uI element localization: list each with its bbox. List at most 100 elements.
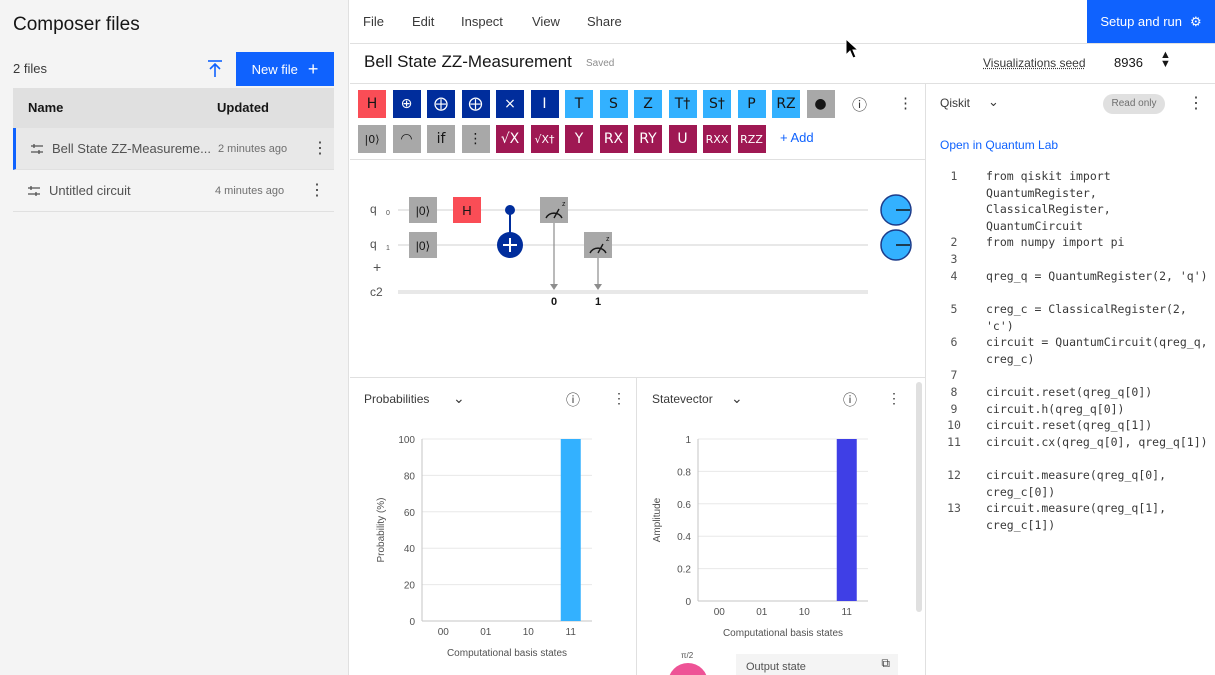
gate-row2-4[interactable]: √X xyxy=(496,125,524,153)
gate-row1-5[interactable]: I xyxy=(530,90,559,118)
file-updated: 2 minutes ago xyxy=(218,143,288,155)
menu-file[interactable]: File xyxy=(363,14,384,29)
bar-11 xyxy=(836,439,857,601)
code-text: circuit.cx(qreg_q[0], qreg_q[1]) xyxy=(986,435,1208,449)
meter-icon xyxy=(589,243,607,254)
code-text: from qiskit import QuantumRegister, Clas… xyxy=(986,169,1118,233)
copy-icon[interactable]: ⧉ xyxy=(881,656,890,670)
gate-row2-6[interactable]: Y xyxy=(565,125,593,153)
seed-stepper-icon[interactable]: ▲ ▼ xyxy=(1160,49,1171,70)
gate-row2-11[interactable]: RZZ xyxy=(737,125,766,153)
gate-palette: H ⊕ ⨁ ⨁ × I T S Z T† S† P RZ ● |0⟩ ◠ if ⋮ √X √X† Y RX RY U RXX R… xyxy=(350,84,925,160)
gate-row2-10[interactable]: RXX xyxy=(703,125,731,153)
overflow-menu-icon[interactable]: ⋮ xyxy=(898,95,913,112)
scrollbar[interactable] xyxy=(916,382,922,612)
gate-row2-0[interactable]: |0⟩ xyxy=(358,125,386,153)
probabilities-chart: 0 20 40 60 80 100 00 01 10 11 Computational basis … xyxy=(376,435,592,659)
new-file-button[interactable]: New file + xyxy=(236,52,334,86)
file-sidebar: Composer files 2 files New file + Name U… xyxy=(0,0,349,675)
measure-basis: z xyxy=(606,236,610,243)
x-tick-label: 10 xyxy=(523,627,535,638)
chevron-down-icon[interactable]: ⌄ xyxy=(453,390,465,406)
gate-row1-12[interactable]: RZ xyxy=(772,90,800,118)
gate-row2-7[interactable]: RX xyxy=(599,125,628,153)
overflow-menu-icon[interactable]: ⋮ xyxy=(887,390,901,406)
seed-input[interactable]: 8936 xyxy=(1114,55,1143,70)
circuit-file-icon xyxy=(31,144,43,154)
save-status: Saved xyxy=(586,58,615,69)
visualization-panels: Probabilities ⌄ ⓘ ⋮ 0 20 40 60 80 100 00 01 10 11… xyxy=(350,377,925,675)
seed-label: Visualizations seed xyxy=(983,56,1086,70)
circuit-canvas[interactable]: q 0 q 1 + c2 |0⟩ |0⟩ H z 0 xyxy=(350,160,925,377)
column-updated[interactable]: Updated xyxy=(217,100,269,115)
reset-gate xyxy=(409,232,437,258)
line-number: 4 xyxy=(950,269,958,283)
column-name[interactable]: Name xyxy=(28,100,64,115)
circuit-title[interactable]: Bell State ZZ-Measurement xyxy=(364,52,572,71)
menu-share[interactable]: Share xyxy=(587,14,622,29)
menu-edit[interactable]: Edit xyxy=(412,14,435,29)
gate-row2-2[interactable]: if xyxy=(427,125,455,153)
open-quantum-lab-link[interactable]: Open in Quantum Lab xyxy=(940,138,1059,152)
file-row[interactable]: Bell State ZZ-Measureme... 2 minutes ago… xyxy=(13,128,334,170)
overflow-menu-icon[interactable]: ⋮ xyxy=(612,390,626,406)
info-icon[interactable]: ⓘ xyxy=(852,97,868,114)
x-tick-label: 11 xyxy=(842,607,853,618)
gate-row2-8[interactable]: RY xyxy=(634,125,662,153)
output-state-label: Output state xyxy=(746,661,806,673)
y-tick-label: 80 xyxy=(404,471,416,482)
add-gate-link[interactable]: + Add xyxy=(780,130,814,145)
gate-row1-10[interactable]: S† xyxy=(703,90,731,118)
y-tick-label: 1 xyxy=(685,435,691,446)
code-language-select[interactable]: Qiskit xyxy=(940,96,970,110)
x-tick-label: 11 xyxy=(566,627,577,638)
meter-icon xyxy=(545,208,563,219)
upload-icon[interactable] xyxy=(204,58,226,80)
setup-and-run-button[interactable]: Setup and run ⚙ xyxy=(1087,0,1215,43)
gate-row1-8[interactable]: Z xyxy=(634,90,662,118)
gate-row2-9[interactable]: U xyxy=(668,125,697,153)
gate-row2-3[interactable]: ⋮ xyxy=(461,125,490,153)
line-number: 1 xyxy=(950,169,958,183)
circuit-title-bar: Bell State ZZ-Measurement Saved Visualiz… xyxy=(350,44,1215,84)
y-tick-label: 0.4 xyxy=(677,532,691,543)
chevron-down-icon[interactable]: ⌄ xyxy=(988,94,999,109)
gate-row1-11[interactable]: P xyxy=(737,90,766,118)
probabilities-title[interactable]: Probabilities xyxy=(364,392,430,406)
menu-inspect[interactable]: Inspect xyxy=(461,14,503,29)
circuit-diagram[interactable]: q 0 q 1 + c2 |0⟩ |0⟩ H z 0 xyxy=(350,160,925,377)
new-file-label: New file xyxy=(251,61,298,77)
overflow-menu-icon[interactable]: ⋮ xyxy=(312,140,328,157)
gate-row1-0[interactable]: H xyxy=(358,90,386,118)
gate-row1-1[interactable]: ⊕ xyxy=(392,90,421,118)
overflow-menu-icon[interactable]: ⋮ xyxy=(1188,95,1204,112)
measure-gate xyxy=(540,197,568,223)
line-number: 9 xyxy=(950,402,958,416)
file-row[interactable]: Untitled circuit 4 minutes ago ⋮ xyxy=(13,170,334,212)
chevron-down-icon[interactable]: ⌄ xyxy=(731,390,743,406)
line-number: 10 xyxy=(947,418,961,432)
line-number: 5 xyxy=(950,302,958,316)
gate-row1-4[interactable]: × xyxy=(496,90,524,118)
gate-row1-9[interactable]: T† xyxy=(668,90,697,118)
overflow-menu-icon[interactable]: ⋮ xyxy=(309,182,325,199)
gate-row1-7[interactable]: S xyxy=(599,90,628,118)
code-text: circuit.measure(qreg_q[1], creg_c[1]) xyxy=(986,501,1173,532)
gate-row1-13[interactable]: ● xyxy=(806,90,835,118)
output-state-field[interactable]: Output state ⧉ xyxy=(736,654,898,675)
sidebar-title: Composer files xyxy=(13,14,140,35)
x-tick-label: 01 xyxy=(480,627,492,638)
gate-row2-1[interactable]: ◠ xyxy=(392,125,421,153)
gate-row1-2[interactable]: ⨁ xyxy=(427,90,455,118)
plus-icon: + xyxy=(307,58,319,79)
qubit-sub-1: 1 xyxy=(386,245,390,252)
menu-view[interactable]: View xyxy=(532,14,560,29)
file-updated: 4 minutes ago xyxy=(215,185,285,197)
gate-row1-3[interactable]: ⨁ xyxy=(461,90,490,118)
info-icon[interactable]: ⓘ xyxy=(566,392,580,408)
gate-row2-5[interactable]: √X† xyxy=(530,125,559,153)
info-icon[interactable]: ⓘ xyxy=(843,392,857,408)
statevector-title[interactable]: Statevector xyxy=(652,392,713,406)
gate-row1-6[interactable]: T xyxy=(565,90,593,118)
